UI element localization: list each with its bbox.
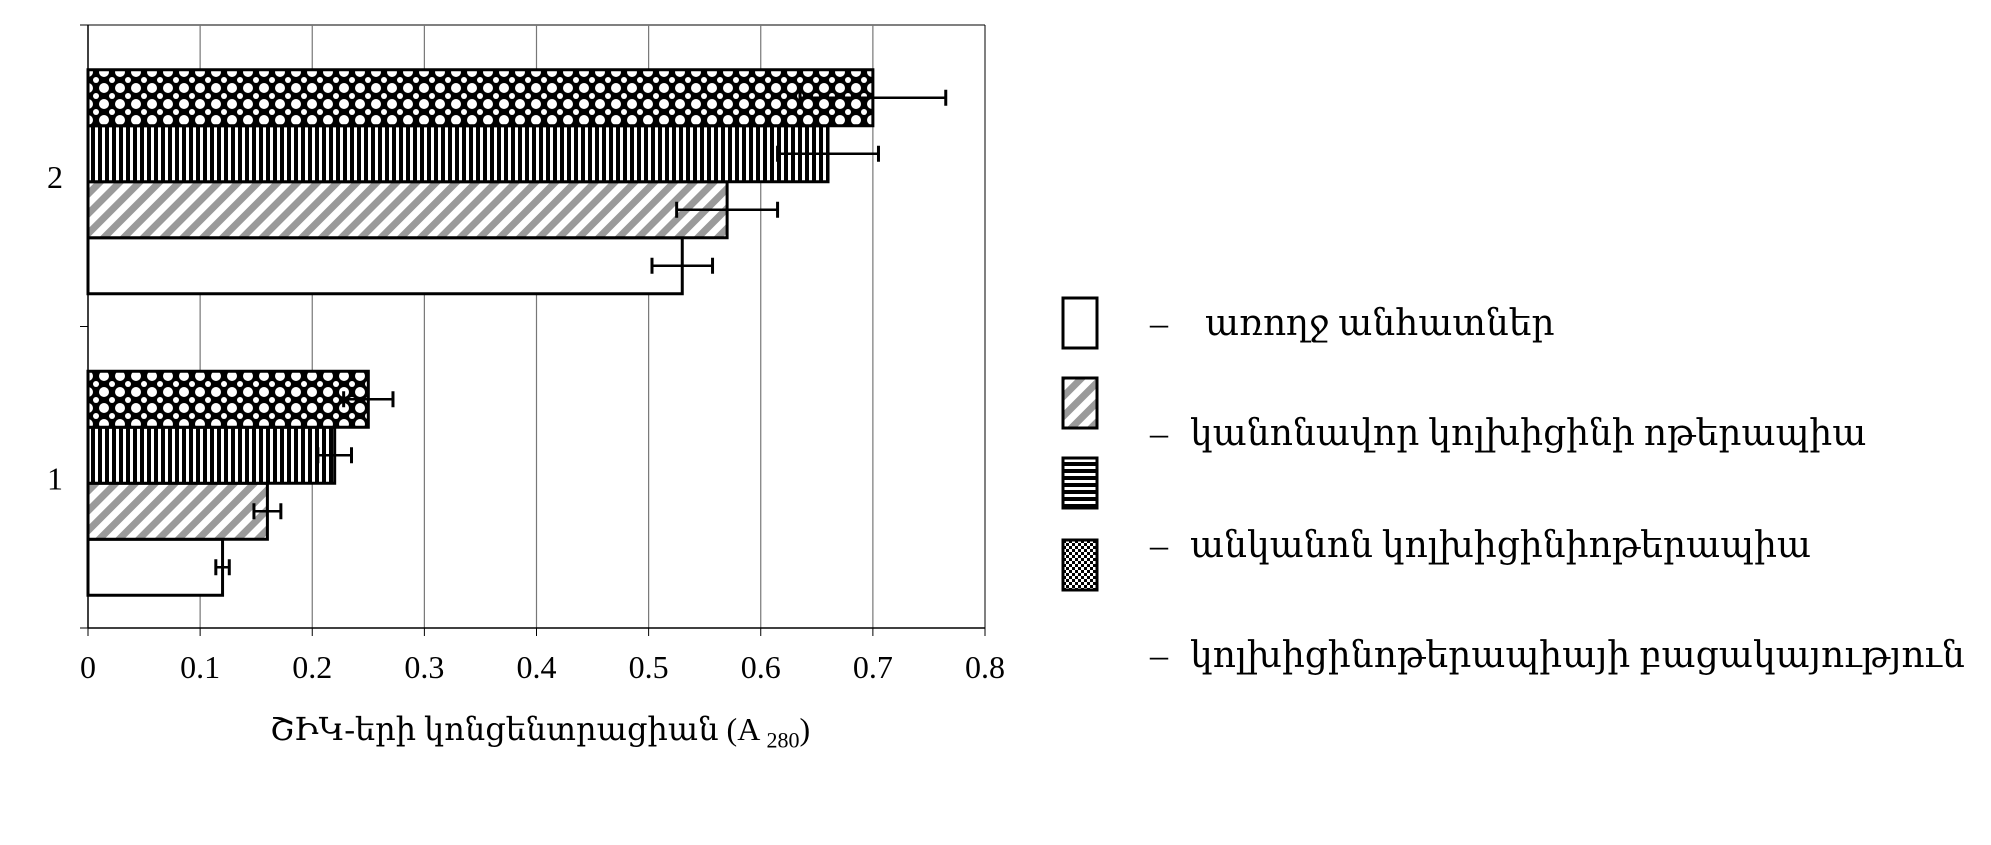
legend-swatch-horizontal <box>1061 456 1099 510</box>
legend-swatch-empty <box>1061 296 1099 350</box>
x-tick-label: 0.3 <box>404 649 444 685</box>
bar <box>86 180 729 240</box>
tick-labels: 0 0.1 0.2 0.3 0.4 0.5 0.6 0.7 0.8 1 2 <box>47 159 1005 685</box>
x-tick-label: 0.7 <box>853 649 893 685</box>
legend-item-irregular: – անկանոն կոլխիցինիոթերապիա <box>1060 455 1960 565</box>
legend-dash: – <box>1150 525 1168 565</box>
x-axis-title-subscript: 280 <box>766 727 800 753</box>
x-tick-label: 0.5 <box>629 649 669 685</box>
y-tick-label: 2 <box>47 159 63 195</box>
y-tick-label: 1 <box>47 460 63 496</box>
x-axis-title: ՇԻԿ-երի կոնցենտրացիան (A 280) <box>0 710 1080 753</box>
x-tick-label: 0.1 <box>180 649 220 685</box>
x-axis-title-close: ) <box>799 711 811 747</box>
bar <box>86 369 370 429</box>
legend-label: անկանոն կոլխիցինիոթերապիա <box>1190 525 1812 565</box>
bar <box>86 537 225 597</box>
x-axis-title-main: ՇԻԿ-երի կոնցենտրացիան (A <box>269 711 759 747</box>
bar <box>86 124 830 184</box>
bar <box>86 68 875 128</box>
legend-label: առողջ անհատներ <box>1205 303 1555 343</box>
legend-swatch-checker <box>1061 538 1099 592</box>
legend-label: կոլխիցինոթերապիայի բացակայություն <box>1190 635 1965 675</box>
legend-item-healthy: – առողջ անհատներ <box>1060 295 1960 351</box>
bar <box>86 481 269 541</box>
legend-dash: – <box>1150 303 1168 343</box>
legend-dash: – <box>1150 413 1168 453</box>
x-tick-label: 0.6 <box>741 649 781 685</box>
x-tick-label: 0.4 <box>517 649 557 685</box>
legend-item-absence: – կոլխիցինոթերապիայի բացակայություն <box>1060 537 1965 675</box>
bar <box>86 236 684 296</box>
x-tick-label: 0.2 <box>292 649 332 685</box>
bar-chart: 0 0.1 0.2 0.3 0.4 0.5 0.6 0.7 0.8 1 2 <box>47 24 1005 685</box>
bars <box>86 68 948 597</box>
legend-item-regular: – կանոնավոր կոլխիցինի ոթերապիա <box>1060 375 1960 453</box>
bar <box>86 425 337 485</box>
legend-swatch-diagonal <box>1061 376 1099 430</box>
x-tick-label: 0.8 <box>965 649 1005 685</box>
x-tick-label: 0 <box>80 649 96 685</box>
legend-dash: – <box>1150 635 1168 675</box>
axes <box>80 24 986 636</box>
legend-label: կանոնավոր կոլխիցինի ոթերապիա <box>1190 413 1867 453</box>
